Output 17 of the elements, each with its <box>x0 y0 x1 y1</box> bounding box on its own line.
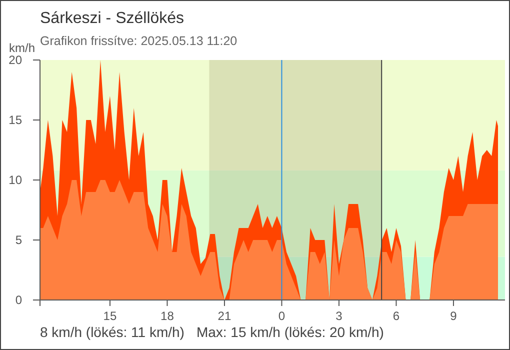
chart-title: Sárkeszi - Széllökés <box>40 10 184 27</box>
y-tick-label: 10 <box>8 173 22 188</box>
x-tick-label: 3 <box>336 309 343 323</box>
x-tick-label: 6 <box>392 309 400 323</box>
y-tick-label: 5 <box>15 233 22 248</box>
x-tick-label: 21 <box>218 309 232 323</box>
text: Max: 15 km/h (lökés: 20 km/h) <box>196 324 384 340</box>
x-tick-label: 15 <box>103 309 117 323</box>
y-tick-label: 0 <box>15 293 22 308</box>
y-tick-label: 15 <box>8 113 22 128</box>
x-tick-label: 9 <box>450 309 458 323</box>
text: 8 km/h (lökés: 11 km/h) <box>40 324 184 340</box>
chart-subtitle: Grafikon frissítve: 2025.05.13 11:20 <box>40 34 238 48</box>
x-tick-label: 0 <box>278 309 286 323</box>
y-axis-title: km/h <box>9 41 36 55</box>
y-tick-label: 20 <box>8 53 22 68</box>
x-tick-label: 18 <box>160 309 174 323</box>
